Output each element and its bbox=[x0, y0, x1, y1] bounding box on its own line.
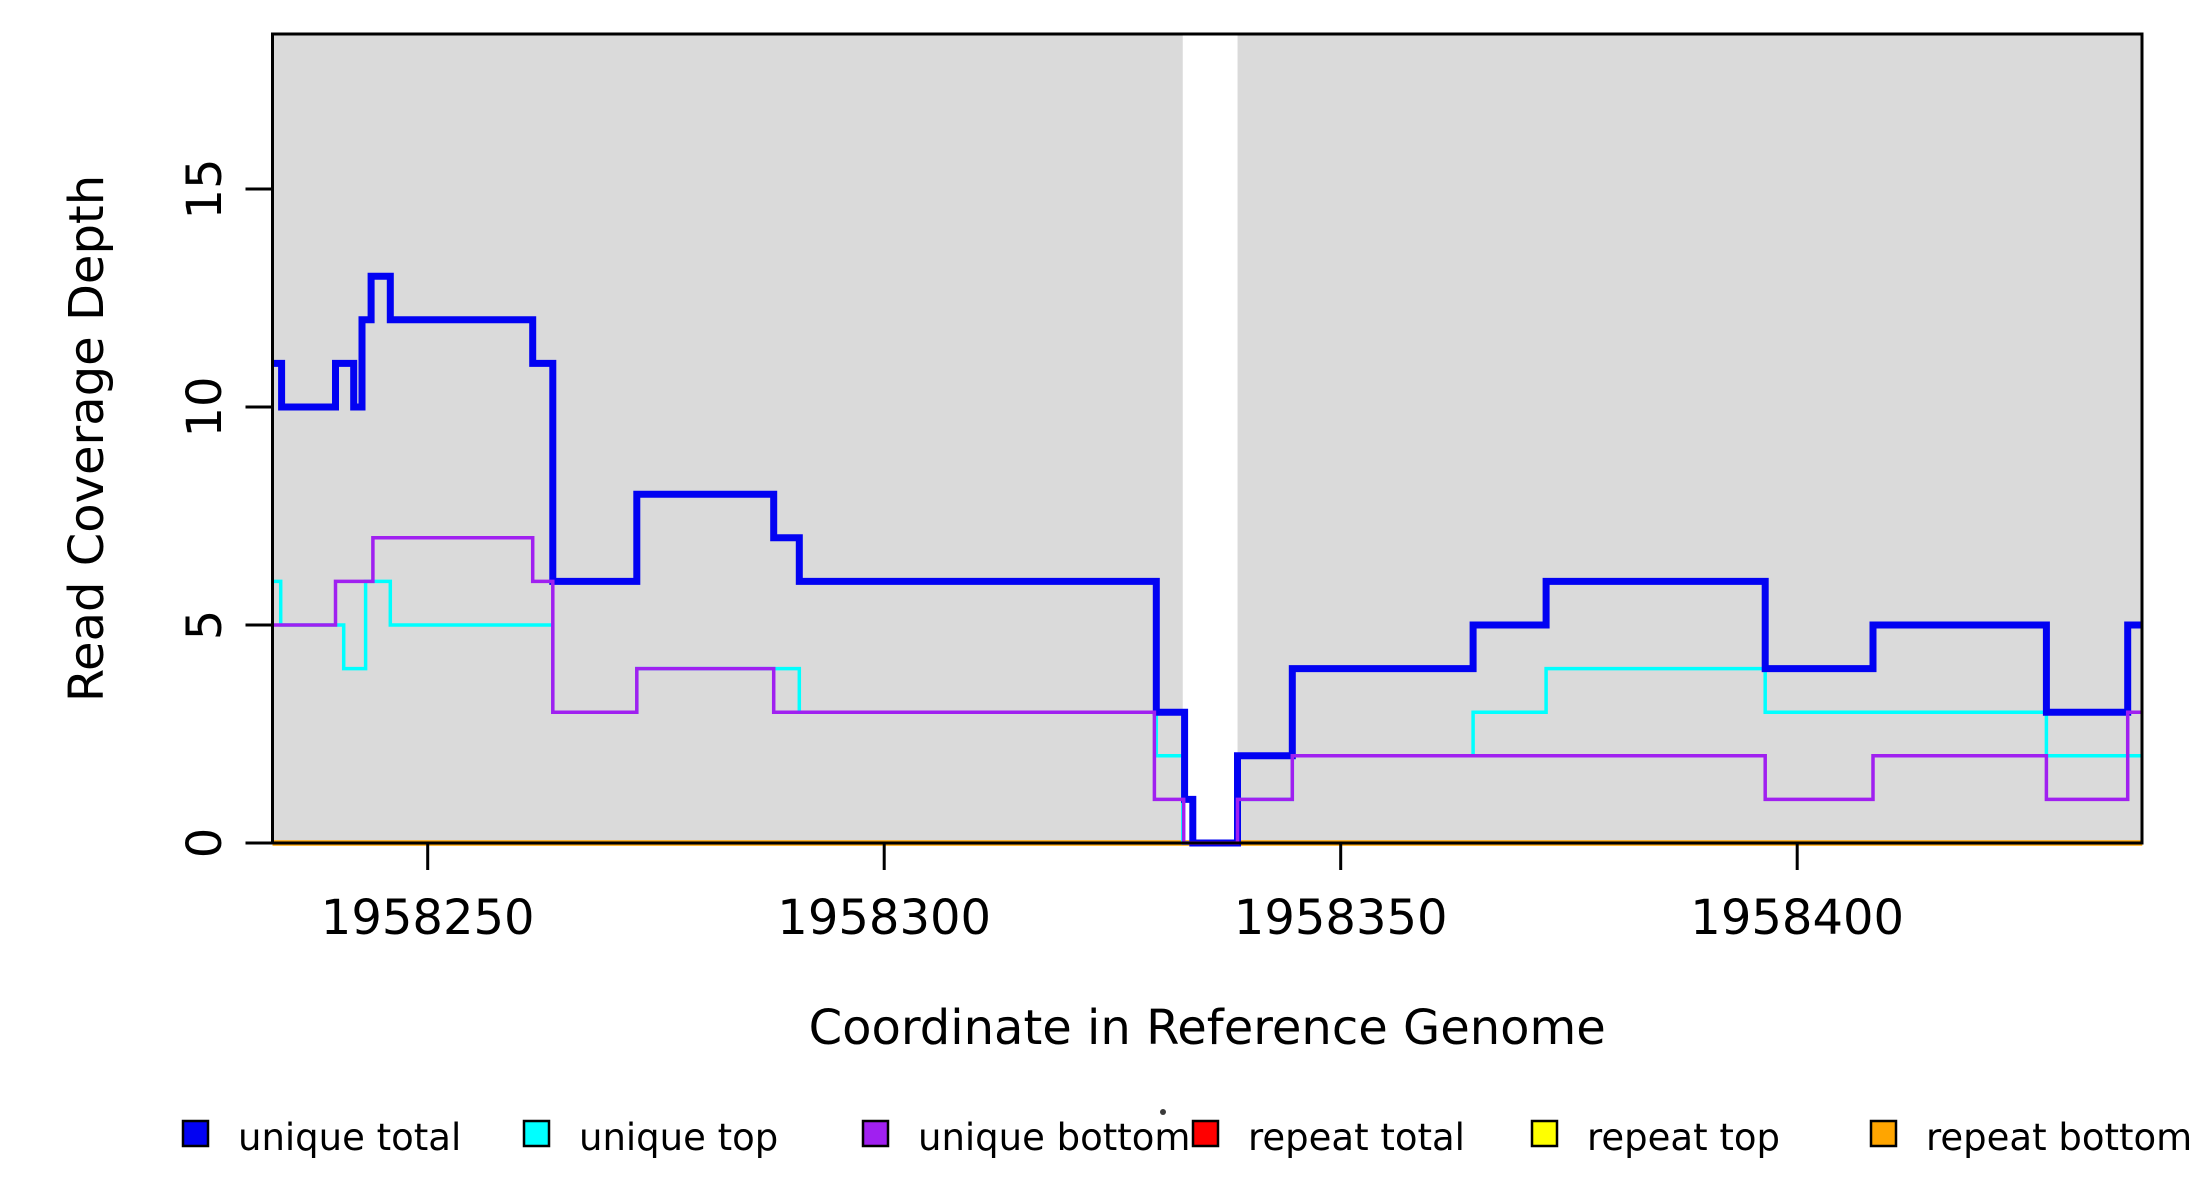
plot-background-region-1 bbox=[1237, 34, 2143, 843]
y-axis-tick-label-1: 5 bbox=[177, 610, 233, 641]
x-axis-tick-label-3: 1958400 bbox=[1690, 890, 1904, 946]
plot-border bbox=[271, 32, 2144, 845]
legend-swatch-repeat-total bbox=[1191, 1119, 1220, 1148]
stray-dot bbox=[1160, 1109, 1166, 1115]
legend-swatch-unique-bottom bbox=[861, 1119, 890, 1148]
x-axis-tick-label-1: 1958300 bbox=[777, 890, 991, 946]
series-line-unique-top bbox=[272, 579, 2143, 845]
legend-swatch-unique-total bbox=[181, 1119, 210, 1148]
x-axis-tick-label-0: 1958250 bbox=[321, 890, 535, 946]
y-axis-tick-label-0: 0 bbox=[177, 828, 233, 859]
y-axis-title: Read Coverage Depth bbox=[59, 175, 115, 702]
legend-swatch-repeat-top bbox=[1530, 1119, 1559, 1148]
y-axis-tick-label-3: 15 bbox=[177, 158, 233, 219]
plot-background-region-0 bbox=[272, 34, 1183, 843]
x-axis-tick-label-2: 1958350 bbox=[1234, 890, 1448, 946]
y-axis-tick-label-2: 10 bbox=[177, 376, 233, 437]
legend-label-repeat-top: repeat top bbox=[1587, 1116, 1780, 1159]
legend-swatch-unique-top bbox=[522, 1119, 551, 1148]
legend-label-unique-bottom: unique bottom bbox=[918, 1116, 1190, 1159]
legend-swatch-repeat-bottom bbox=[1869, 1119, 1898, 1148]
series-line-unique-total bbox=[272, 272, 2143, 847]
series-line-unique-bottom bbox=[272, 536, 2143, 845]
legend-label-unique-top: unique top bbox=[579, 1116, 778, 1159]
legend-label-repeat-bottom: repeat bottom bbox=[1926, 1116, 2192, 1159]
legend-label-repeat-total: repeat total bbox=[1248, 1116, 1465, 1159]
legend-label-unique-total: unique total bbox=[238, 1116, 461, 1159]
x-axis-title: Coordinate in Reference Genome bbox=[809, 1000, 1606, 1056]
